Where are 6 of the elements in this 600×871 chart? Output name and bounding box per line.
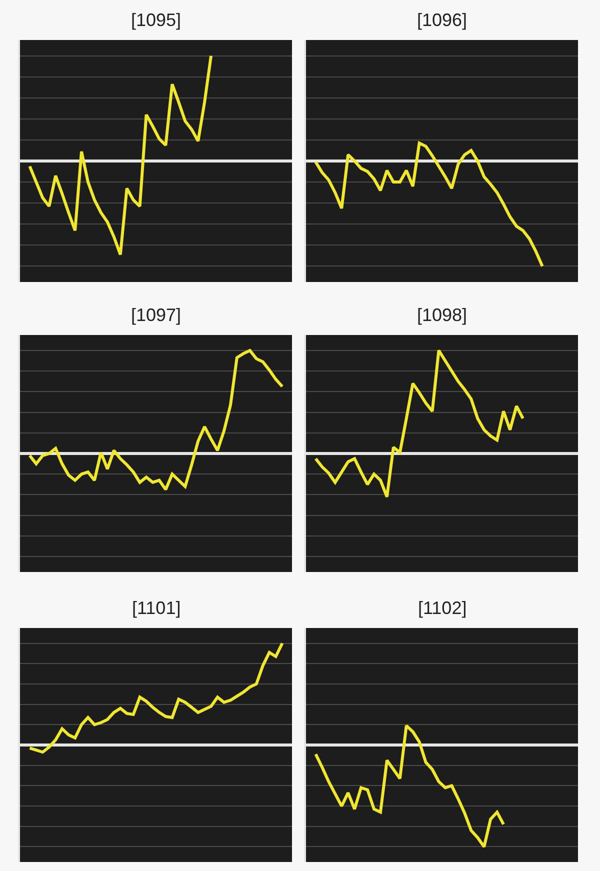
chart-title: [1097] [131, 305, 182, 325]
chart-title: [1095] [131, 10, 182, 30]
chart-title: [1096] [417, 10, 468, 30]
chart-title: [1098] [417, 305, 468, 325]
chart-title: [1102] [418, 598, 467, 618]
chart-title: [1101] [132, 598, 181, 618]
